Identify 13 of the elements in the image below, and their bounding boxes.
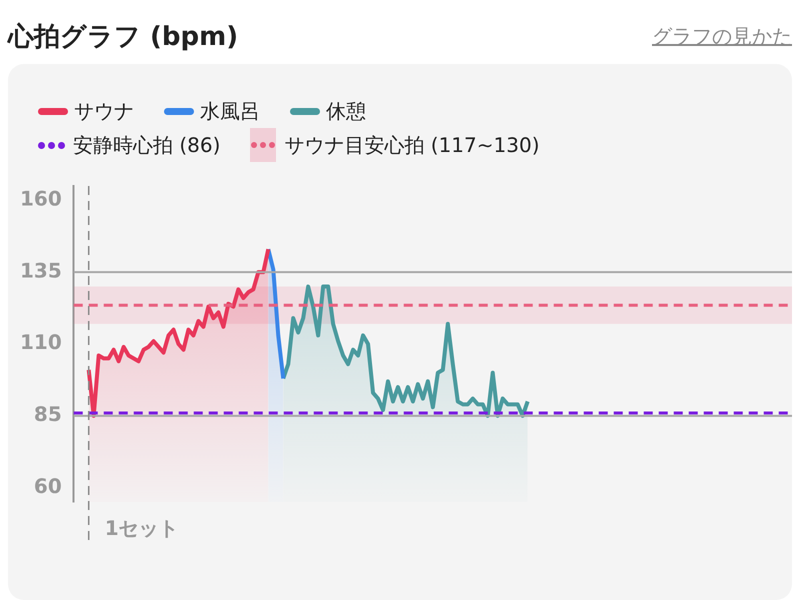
text: グラフの見かた (652, 22, 792, 50)
y-tick-label: 135 (20, 258, 62, 282)
legend-label: 安静時心拍 (86) (73, 132, 220, 158)
y-tick-label: 85 (34, 402, 62, 426)
legend-label: 水風呂 (200, 98, 260, 124)
legend-label: サウナ (74, 98, 134, 124)
y-tick-label: 110 (20, 330, 62, 354)
chart-title: 心拍グラフ (bpm) (8, 20, 238, 54)
legend-label: 休憩 (326, 98, 366, 124)
legend-label: サウナ目安心拍 (117~130) (284, 132, 540, 158)
text: 1セット (104, 516, 179, 540)
y-tick-label: 160 (20, 186, 62, 211)
y-tick-label: 60 (34, 474, 62, 498)
